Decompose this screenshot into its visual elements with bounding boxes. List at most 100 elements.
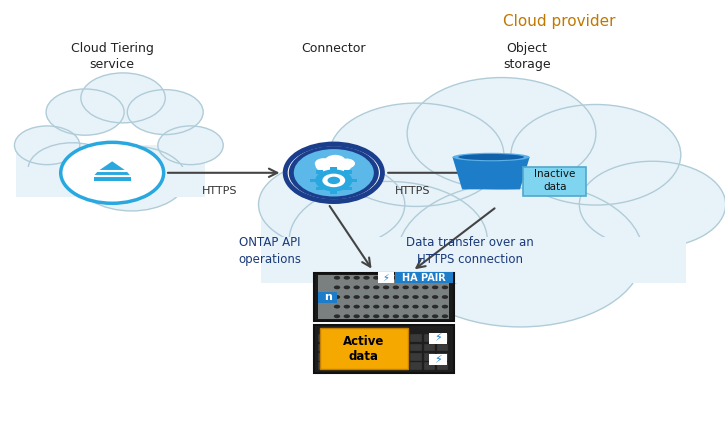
Circle shape: [285, 144, 382, 201]
Circle shape: [393, 295, 399, 299]
FancyBboxPatch shape: [370, 344, 382, 351]
FancyBboxPatch shape: [314, 273, 454, 321]
FancyBboxPatch shape: [331, 334, 342, 342]
FancyBboxPatch shape: [397, 344, 408, 351]
FancyBboxPatch shape: [384, 353, 395, 361]
FancyBboxPatch shape: [357, 334, 369, 342]
FancyBboxPatch shape: [423, 353, 435, 361]
FancyBboxPatch shape: [428, 354, 447, 365]
Circle shape: [383, 295, 389, 299]
FancyBboxPatch shape: [344, 334, 355, 342]
Circle shape: [323, 174, 345, 187]
Circle shape: [373, 285, 379, 289]
Text: HTTPS: HTTPS: [394, 186, 430, 196]
Circle shape: [292, 183, 484, 297]
Circle shape: [328, 177, 340, 184]
Text: Data transfer over an
HTTPS connection: Data transfer over an HTTPS connection: [406, 236, 534, 266]
Circle shape: [398, 181, 643, 327]
Circle shape: [402, 285, 409, 289]
Circle shape: [407, 78, 596, 189]
FancyBboxPatch shape: [331, 363, 342, 370]
FancyBboxPatch shape: [344, 187, 352, 190]
Circle shape: [334, 305, 340, 308]
Circle shape: [373, 314, 379, 318]
Circle shape: [402, 314, 409, 318]
Circle shape: [128, 90, 202, 134]
Circle shape: [442, 305, 448, 308]
Circle shape: [344, 305, 350, 308]
Circle shape: [432, 305, 439, 308]
FancyBboxPatch shape: [318, 344, 329, 351]
Circle shape: [402, 276, 409, 279]
Circle shape: [413, 314, 419, 318]
FancyBboxPatch shape: [410, 334, 422, 342]
Text: Cloud provider: Cloud provider: [502, 14, 616, 29]
FancyBboxPatch shape: [423, 344, 435, 351]
Circle shape: [82, 74, 164, 122]
Circle shape: [513, 106, 679, 204]
FancyBboxPatch shape: [318, 291, 337, 302]
Circle shape: [402, 184, 639, 325]
Circle shape: [402, 295, 409, 299]
Text: n: n: [324, 292, 331, 302]
Text: Object
storage: Object storage: [503, 42, 550, 71]
Circle shape: [413, 295, 419, 299]
FancyBboxPatch shape: [330, 167, 337, 170]
Circle shape: [334, 314, 340, 318]
Bar: [261, 204, 686, 283]
Text: HTTPS: HTTPS: [202, 186, 237, 196]
Circle shape: [315, 170, 352, 191]
Circle shape: [432, 295, 439, 299]
Circle shape: [432, 276, 439, 279]
Circle shape: [383, 276, 389, 279]
Circle shape: [432, 285, 439, 289]
FancyBboxPatch shape: [357, 353, 369, 361]
Circle shape: [442, 285, 448, 289]
Circle shape: [158, 126, 223, 164]
Circle shape: [422, 314, 428, 318]
Circle shape: [325, 155, 346, 167]
FancyBboxPatch shape: [344, 363, 355, 370]
Circle shape: [422, 305, 428, 308]
FancyBboxPatch shape: [436, 353, 448, 361]
FancyBboxPatch shape: [384, 334, 395, 342]
Circle shape: [344, 285, 350, 289]
Circle shape: [14, 126, 80, 164]
Circle shape: [81, 73, 165, 123]
Circle shape: [329, 103, 504, 207]
FancyBboxPatch shape: [523, 167, 586, 196]
Circle shape: [128, 89, 203, 135]
Circle shape: [47, 90, 123, 135]
Text: Connector: Connector: [302, 42, 366, 55]
Circle shape: [322, 161, 345, 174]
Circle shape: [353, 314, 360, 318]
Circle shape: [259, 161, 405, 248]
Circle shape: [353, 305, 360, 308]
FancyBboxPatch shape: [370, 353, 382, 361]
FancyBboxPatch shape: [357, 344, 369, 351]
Circle shape: [410, 79, 593, 187]
FancyBboxPatch shape: [344, 353, 355, 361]
Bar: [15, 167, 205, 197]
Circle shape: [332, 105, 501, 205]
Circle shape: [442, 314, 448, 318]
FancyBboxPatch shape: [397, 363, 408, 370]
Circle shape: [511, 104, 681, 205]
FancyBboxPatch shape: [316, 187, 323, 190]
FancyBboxPatch shape: [394, 272, 453, 283]
Circle shape: [61, 142, 164, 203]
Circle shape: [413, 285, 419, 289]
Circle shape: [373, 295, 379, 299]
Ellipse shape: [458, 154, 524, 160]
FancyBboxPatch shape: [384, 363, 395, 370]
Circle shape: [393, 276, 399, 279]
Polygon shape: [94, 171, 130, 176]
FancyBboxPatch shape: [330, 190, 337, 194]
Circle shape: [393, 305, 399, 308]
Circle shape: [15, 127, 79, 164]
Text: Cloud Tiering
service: Cloud Tiering service: [71, 42, 154, 71]
FancyBboxPatch shape: [423, 334, 435, 342]
Circle shape: [334, 295, 340, 299]
FancyBboxPatch shape: [344, 344, 355, 351]
FancyBboxPatch shape: [331, 344, 342, 351]
